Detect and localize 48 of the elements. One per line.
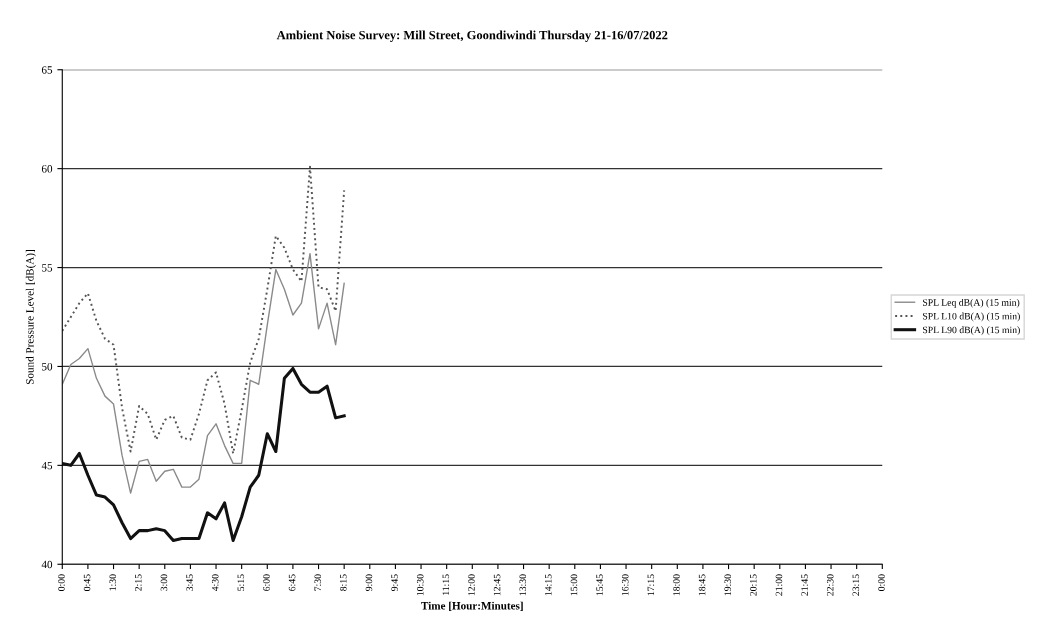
x-tick-label: 22:30 bbox=[826, 574, 834, 596]
x-tick-label: 18:45 bbox=[698, 574, 706, 596]
x-tick-label: 17:15 bbox=[647, 574, 655, 596]
x-tick-label: 7:30 bbox=[314, 574, 322, 591]
line-series bbox=[62, 253, 345, 494]
x-tick-label: 0:00 bbox=[878, 574, 885, 591]
x-tick-label: 4:30 bbox=[211, 574, 219, 592]
line-series bbox=[62, 165, 346, 455]
y-tick-label: 65 bbox=[41, 66, 53, 74]
y-tick-label: 55 bbox=[42, 264, 53, 272]
x-tick-label: 2:15 bbox=[135, 574, 142, 591]
x-tick-label: 10:30 bbox=[416, 574, 424, 596]
x-tick-label: 0:45 bbox=[83, 574, 91, 591]
x-tick-label: 5:15 bbox=[237, 574, 245, 591]
line-series bbox=[62, 366, 346, 543]
x-axis-title: Time [Hour:Minutes] bbox=[421, 601, 523, 611]
x-tick-label: 9:00 bbox=[365, 574, 373, 591]
x-tick-label: 1:30 bbox=[109, 574, 117, 591]
legend-label: SPL L90 dB(A) (15 min) bbox=[923, 326, 1020, 336]
x-tick-label: 15:00 bbox=[570, 574, 578, 596]
x-tick-label: 21:45 bbox=[801, 574, 808, 596]
x-tick-label: 19:30 bbox=[724, 574, 732, 596]
x-tick-label: 6:00 bbox=[263, 574, 270, 591]
y-tick-label: 60 bbox=[41, 165, 53, 173]
x-tick-label: 15:45 bbox=[596, 574, 603, 596]
x-tick-label: 0:00 bbox=[58, 574, 65, 591]
y-axis-title: Sound Pressure Level [dB(A)] bbox=[25, 250, 36, 384]
x-tick-label: 11:15 bbox=[442, 574, 450, 595]
legend-label: SPL Leq dB(A) (15 min) bbox=[923, 298, 1020, 308]
y-tick-label: 40 bbox=[41, 560, 53, 569]
x-tick-label: 3:00 bbox=[160, 574, 168, 591]
x-tick-label: 3:45 bbox=[186, 574, 193, 591]
x-tick-label: 16:30 bbox=[621, 574, 629, 596]
y-tick-label: 45 bbox=[41, 461, 53, 470]
x-tick-label: 23:15 bbox=[852, 574, 860, 596]
x-tick-label: 21:00 bbox=[775, 574, 783, 596]
y-tick-label: 50 bbox=[42, 362, 53, 371]
legend-label: SPL L10 dB(A) (15 min) bbox=[923, 312, 1020, 322]
x-tick-label: 12:45 bbox=[493, 574, 501, 596]
x-tick-label: 12:00 bbox=[468, 574, 475, 596]
x-tick-label: 9:45 bbox=[391, 574, 398, 591]
x-tick-label: 6:45 bbox=[288, 574, 296, 591]
x-tick-label: 14:15 bbox=[545, 574, 552, 596]
x-tick-label: 8:15 bbox=[340, 574, 347, 591]
x-tick-label: 20:15 bbox=[750, 574, 757, 596]
x-tick-label: 13:30 bbox=[519, 574, 527, 596]
chart-title: Ambient Noise Survey: Mill Street, Goondiwindi Thursday 21-16/07/2022 bbox=[276, 30, 668, 42]
x-tick-label: 18:00 bbox=[673, 574, 680, 596]
